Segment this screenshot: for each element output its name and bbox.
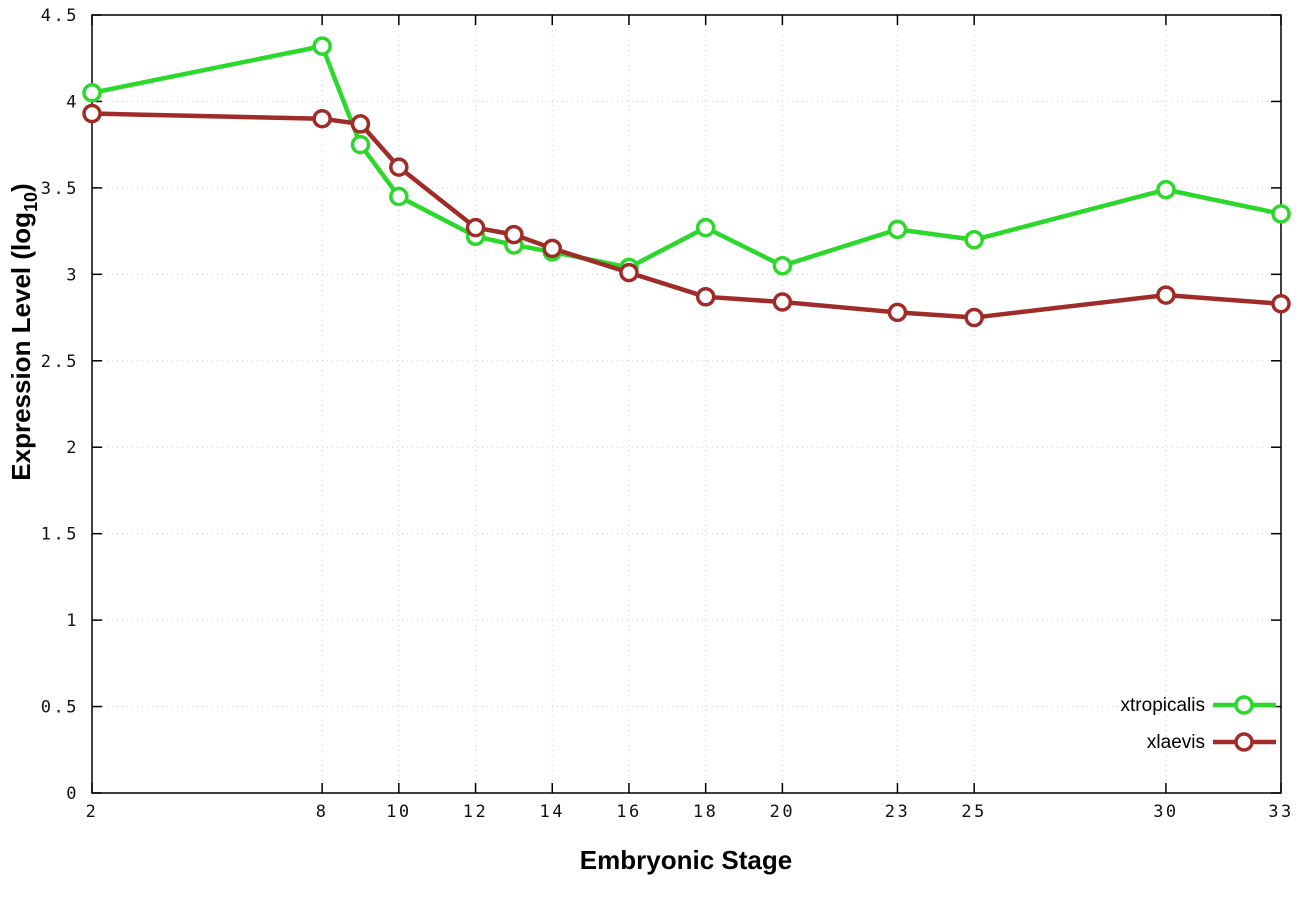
data-point-marker bbox=[1156, 179, 1176, 200]
data-point-marker bbox=[772, 255, 793, 276]
y-tick-label: 0.5 bbox=[41, 698, 79, 718]
y-tick-label: 0 bbox=[66, 784, 79, 804]
data-point-marker bbox=[465, 217, 486, 238]
x-tick-label: 12 bbox=[463, 802, 488, 822]
x-tick-label: 8 bbox=[316, 802, 329, 822]
x-tick-label: 2 bbox=[86, 802, 99, 822]
data-point-marker bbox=[887, 219, 908, 240]
y-tick-label: 2 bbox=[66, 438, 79, 458]
x-tick-label: 16 bbox=[616, 802, 641, 822]
legend-marker-sample bbox=[1234, 695, 1254, 715]
grid bbox=[91, 14, 1282, 794]
series-line-xlaevis bbox=[89, 111, 1284, 320]
data-point-marker bbox=[350, 134, 371, 155]
x-tick-label: 20 bbox=[770, 802, 795, 822]
x-tick-label: 10 bbox=[386, 802, 411, 822]
data-point-marker bbox=[542, 238, 563, 259]
legend-entry-xtropicalis bbox=[1213, 695, 1276, 715]
series-line-xtropicalis bbox=[89, 43, 1284, 270]
data-point-marker bbox=[695, 217, 716, 238]
y-tick-label: 3.5 bbox=[41, 179, 79, 199]
data-point-marker bbox=[389, 186, 409, 207]
x-axis-label: Embryonic Stage bbox=[580, 845, 792, 875]
legend-label-xtropicalis: xtropicalis bbox=[1121, 695, 1205, 716]
plot-border bbox=[91, 14, 1282, 794]
legend-label-xlaevis: xlaevis bbox=[1147, 732, 1205, 753]
data-point-marker bbox=[82, 83, 102, 103]
data-point-marker bbox=[887, 302, 908, 323]
data-point-marker bbox=[504, 224, 524, 245]
data-point-marker bbox=[1271, 293, 1291, 314]
legend bbox=[1213, 695, 1276, 752]
legend-marker-sample bbox=[1234, 732, 1254, 752]
data-point-marker bbox=[389, 157, 409, 177]
data-point-marker bbox=[619, 262, 639, 283]
data-point-marker bbox=[1271, 204, 1291, 224]
x-tick-label: 18 bbox=[693, 802, 718, 822]
x-tick-label: 30 bbox=[1153, 802, 1178, 822]
data-point-marker bbox=[964, 230, 984, 250]
data-point-marker bbox=[695, 287, 716, 307]
y-tick-label: 4.5 bbox=[41, 6, 79, 26]
x-tick-label: 14 bbox=[540, 802, 565, 822]
series-xlaevis bbox=[82, 103, 1291, 328]
series-xtropicalis bbox=[82, 36, 1291, 278]
y-tick-label: 4 bbox=[66, 92, 79, 112]
data-point-marker bbox=[350, 114, 371, 134]
axes: 2 8 10 12 14 16 18 20 23 25 30 33 0 0.5 1 1.5 2 2.5 3 3.5 4 4… bbox=[41, 6, 1293, 822]
data-point-marker bbox=[312, 36, 332, 56]
x-tick-label: 25 bbox=[961, 802, 986, 822]
y-tick-label: 1.5 bbox=[41, 525, 79, 545]
y-tick-label: 1 bbox=[66, 611, 79, 631]
y-tick-label: 2.5 bbox=[41, 352, 79, 372]
x-tick-label: 33 bbox=[1268, 802, 1293, 822]
legend-entry-xlaevis bbox=[1213, 732, 1276, 752]
y-tick-label: 3 bbox=[66, 265, 79, 285]
y-axis-label: Expression Level (log10) bbox=[6, 183, 41, 480]
data-point-marker bbox=[964, 307, 984, 328]
data-point-marker bbox=[1156, 285, 1176, 305]
x-tick-label: 23 bbox=[885, 802, 910, 822]
data-point-marker bbox=[312, 108, 332, 129]
data-point-marker bbox=[772, 292, 793, 312]
series bbox=[82, 36, 1291, 328]
data-point-marker bbox=[82, 103, 102, 124]
